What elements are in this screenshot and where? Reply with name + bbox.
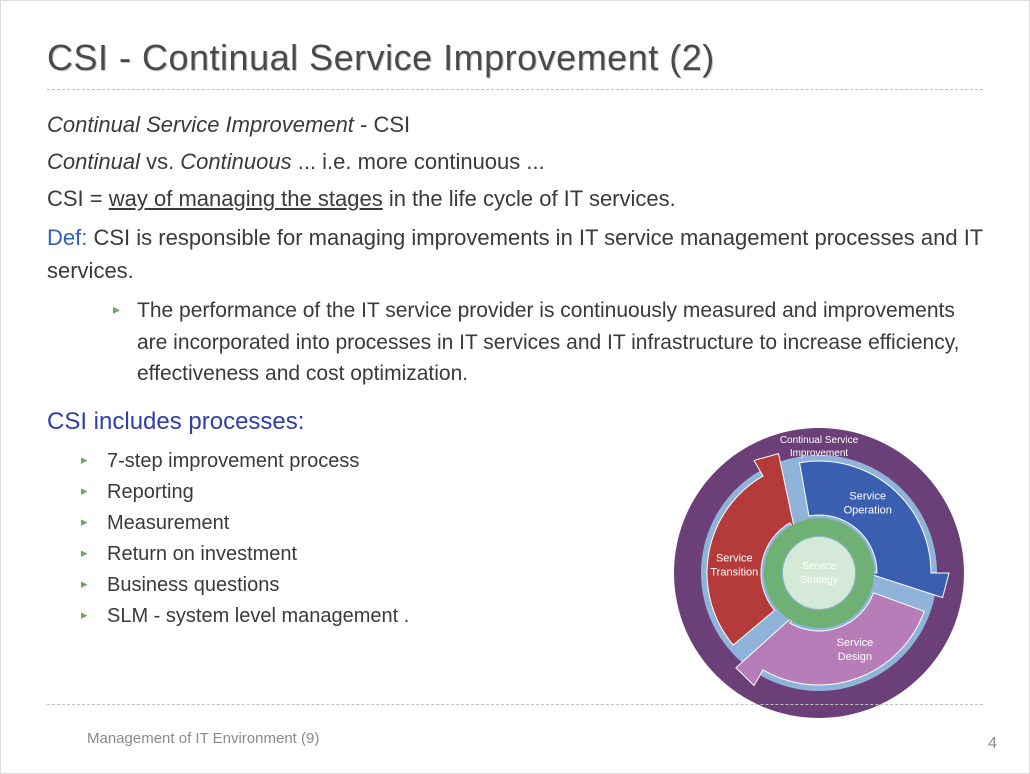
slide-title: CSI - Continual Service Improvement (2): [47, 37, 983, 79]
intro-italic-2a: Continual: [47, 149, 140, 174]
intro-line-1: Continual Service Improvement - CSI: [47, 108, 983, 141]
arrow-label: Service: [849, 490, 886, 502]
intro-rest-2: ... i.e. more continuous ...: [292, 149, 545, 174]
intro-underline-3: way of managing the stages: [109, 186, 383, 211]
outer-ring-label-1: Continual Service: [780, 435, 859, 446]
arrow-label: Service: [837, 637, 874, 649]
title-divider: [47, 89, 983, 90]
center-label-1: Service: [802, 561, 836, 572]
def-text: CSI is responsible for managing improvem…: [47, 225, 983, 283]
intro-mid-2: vs.: [140, 149, 180, 174]
intro-italic-1: Continual Service Improvement: [47, 112, 354, 137]
footer-text: Management of IT Environment (9): [87, 730, 319, 747]
intro-line-3: CSI = way of managing the stages in the …: [47, 182, 983, 215]
arrow-label: Design: [838, 651, 872, 663]
intro-italic-2b: Continuous: [180, 149, 291, 174]
inner-fill: [783, 537, 855, 609]
arrow-label: Transition: [710, 567, 758, 579]
itil-lifecycle-diagram: Service Strategy Continual Service Impro…: [669, 423, 969, 723]
diagram-svg: Service Strategy Continual Service Impro…: [669, 423, 969, 723]
slide: CSI - Continual Service Improvement (2) …: [0, 0, 1030, 774]
intro-post-3: in the life cycle of IT services.: [383, 186, 676, 211]
def-label: Def:: [47, 225, 87, 250]
footer-divider: [47, 704, 983, 705]
outer-ring-label-2: Improvement: [790, 448, 849, 459]
def-sub-bullet: The performance of the IT service provid…: [137, 295, 983, 390]
arrow-label: Operation: [844, 504, 892, 516]
intro-rest-1: - CSI: [354, 112, 410, 137]
page-number: 4: [988, 735, 997, 753]
center-label-2: Strategy: [800, 575, 837, 586]
arrow-label: Service: [716, 553, 753, 565]
definition-line: Def: CSI is responsible for managing imp…: [47, 221, 983, 287]
intro-pre-3: CSI =: [47, 186, 109, 211]
intro-line-2: Continual vs. Continuous ... i.e. more c…: [47, 145, 983, 178]
